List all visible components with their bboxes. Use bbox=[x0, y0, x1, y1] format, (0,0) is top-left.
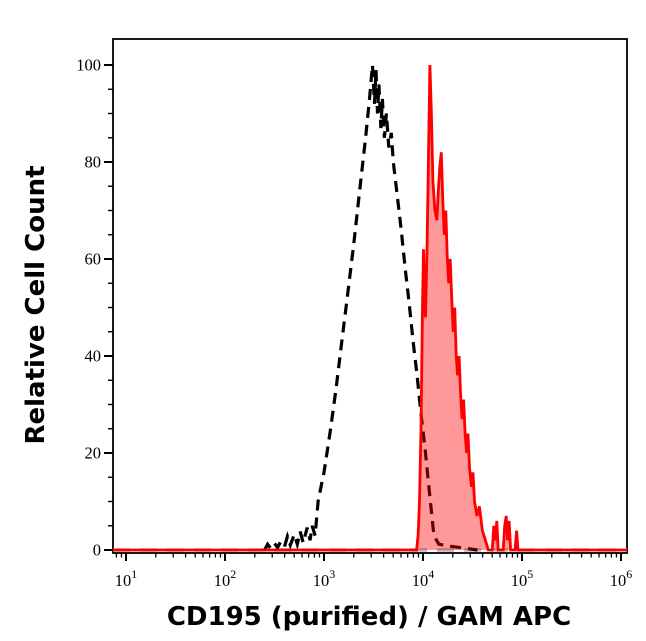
x-tick-exponent: 2 bbox=[230, 567, 236, 581]
x-tick-exponent: 3 bbox=[329, 567, 335, 581]
x-tick-labels: 101 102 103 104 105 106 bbox=[115, 567, 633, 590]
plot-border bbox=[112, 38, 628, 554]
y-tick-label: 0 bbox=[93, 541, 101, 560]
x-tick-exponent: 6 bbox=[626, 567, 632, 581]
y-tick-label: 20 bbox=[85, 444, 102, 463]
x-tick-exponent: 5 bbox=[527, 567, 533, 581]
x-tick-exponent: 4 bbox=[428, 567, 434, 581]
x-tick-exponent: 1 bbox=[131, 567, 137, 581]
plot-frame bbox=[112, 38, 628, 554]
x-tick-label: 106 bbox=[610, 567, 633, 590]
control-curve-dashed bbox=[263, 64, 478, 552]
x-tick-label: 102 bbox=[214, 567, 237, 590]
x-tick-label: 101 bbox=[115, 567, 138, 590]
y-tick-label: 40 bbox=[85, 347, 102, 366]
axis-ticks bbox=[104, 64, 622, 561]
stained-curve-line bbox=[113, 64, 627, 552]
stained-curve-fill bbox=[113, 65, 627, 550]
x-axis-title: CD195 (purified) / GAM APC bbox=[167, 602, 571, 632]
y-tick-labels: 0 20 40 60 80 100 bbox=[76, 56, 101, 560]
x-tick-label: 103 bbox=[313, 567, 336, 590]
x-tick-label: 104 bbox=[412, 567, 435, 590]
y-tick-label: 80 bbox=[85, 153, 102, 172]
x-tick-label: 105 bbox=[511, 567, 534, 590]
y-axis-title: Relative Cell Count bbox=[21, 165, 51, 444]
y-tick-label: 100 bbox=[76, 56, 101, 75]
y-tick-label: 60 bbox=[85, 250, 102, 269]
histogram-curves bbox=[113, 64, 627, 552]
